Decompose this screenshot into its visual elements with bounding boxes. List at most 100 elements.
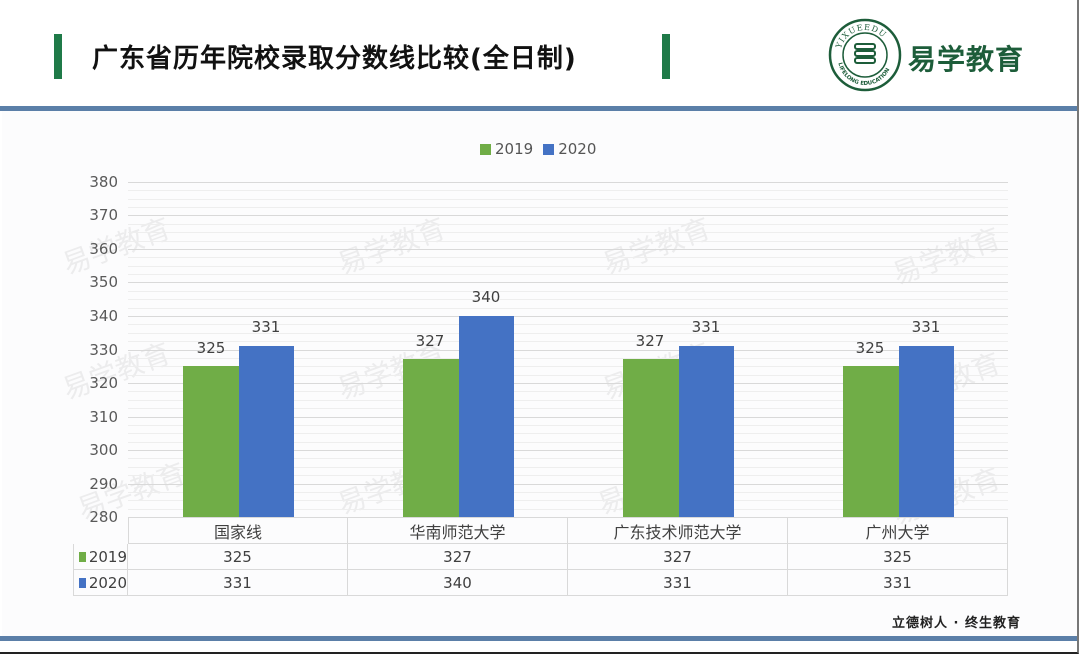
gridline-minor xyxy=(128,509,1008,510)
y-tick-label: 280 xyxy=(89,508,118,526)
gridline-minor xyxy=(128,425,1008,426)
category-label: 华南师范大学 xyxy=(348,517,568,544)
legend-swatch-2019 xyxy=(480,143,491,155)
footer-slogan: 立德树人 · 终生教育 xyxy=(892,616,1021,631)
table-cell: 327 xyxy=(568,544,788,570)
logo-wordmark: 易学教育 xyxy=(908,43,1025,76)
row-header-label: 2019 xyxy=(88,547,127,566)
row-header-label: 2020 xyxy=(88,573,127,592)
gridline-minor xyxy=(128,199,1008,200)
data-table-row-2020: 2020 331 340 331 331 xyxy=(73,570,1008,596)
gridline-minor xyxy=(128,224,1008,225)
footer-divider xyxy=(0,636,1077,641)
gridline-minor xyxy=(128,366,1008,367)
data-table-row-2019: 2019 325 327 327 325 xyxy=(73,544,1008,570)
title-accent-bar-left xyxy=(54,34,62,79)
bar-value-label: 331 xyxy=(691,318,721,336)
bar-value-label: 325 xyxy=(855,339,885,357)
gridline xyxy=(128,249,1008,250)
gridline xyxy=(128,282,1008,283)
gridline-minor xyxy=(128,358,1008,359)
y-tick-label: 310 xyxy=(89,408,118,426)
bar-value-label: 327 xyxy=(635,332,665,350)
gridline-minor xyxy=(128,375,1008,376)
gridline-minor xyxy=(128,408,1008,409)
y-tick-label: 320 xyxy=(89,374,118,392)
table-cell: 340 xyxy=(348,570,568,596)
table-cell: 331 xyxy=(788,570,1008,596)
gridline-minor xyxy=(128,433,1008,434)
gridline-minor xyxy=(128,274,1008,275)
gridline xyxy=(128,417,1008,418)
title-accent-bar-right xyxy=(662,34,670,79)
gridline-minor xyxy=(128,458,1008,459)
gridline-minor xyxy=(128,291,1008,292)
gridline xyxy=(128,182,1008,183)
gridline-minor xyxy=(128,391,1008,392)
bar-2020-华南师范大学 xyxy=(459,316,514,517)
series-key-2020 xyxy=(79,577,86,588)
gridline-minor xyxy=(128,400,1008,401)
logo-emblem-icon: YIXUEEDU LIFELONG EDUCATION xyxy=(828,18,902,92)
gridline-minor xyxy=(128,442,1008,443)
gridline-minor xyxy=(128,308,1008,309)
bar-value-label: 327 xyxy=(415,332,445,350)
table-cell: 325 xyxy=(788,544,1008,570)
gridline-minor xyxy=(128,241,1008,242)
legend-swatch-2020 xyxy=(543,143,555,155)
row-header: 2020 xyxy=(73,570,128,596)
page-title: 广东省历年院校录取分数线比较(全日制) xyxy=(92,44,577,74)
category-label: 广州大学 xyxy=(788,517,1008,544)
series-key-2019 xyxy=(79,551,86,562)
header-divider xyxy=(0,106,1077,111)
gridline-minor xyxy=(128,333,1008,334)
svg-text:YIXUEEDU: YIXUEEDU xyxy=(834,23,889,51)
gridline-minor xyxy=(128,257,1008,258)
gridline-minor xyxy=(128,324,1008,325)
bar-2020-广州大学 xyxy=(899,346,954,517)
y-tick-label: 370 xyxy=(89,206,118,224)
bar-2019-国家线 xyxy=(183,366,239,517)
category-label: 广东技术师范大学 xyxy=(568,517,788,544)
gridline xyxy=(128,484,1008,485)
table-cell: 327 xyxy=(348,544,568,570)
gridline xyxy=(128,215,1008,216)
bar-2019-广东技术师范大学 xyxy=(623,359,679,517)
table-cell: 331 xyxy=(568,570,788,596)
y-tick-label: 350 xyxy=(89,273,118,291)
gridline xyxy=(128,450,1008,451)
gridline xyxy=(128,383,1008,384)
bar-2019-广州大学 xyxy=(843,366,899,517)
gridline xyxy=(128,316,1008,317)
bar-2020-广东技术师范大学 xyxy=(679,346,734,517)
chart-legend: 2019 2020 xyxy=(480,140,600,158)
y-tick-label: 330 xyxy=(89,341,118,359)
gridline-minor xyxy=(128,475,1008,476)
bar-value-label: 331 xyxy=(251,318,281,336)
gridline-minor xyxy=(128,266,1008,267)
bar-value-label: 325 xyxy=(196,339,226,357)
legend-label: 2019 xyxy=(495,140,534,158)
y-tick-label: 380 xyxy=(89,173,118,191)
bar-2020-国家线 xyxy=(239,346,294,517)
bar-2019-华南师范大学 xyxy=(403,359,459,517)
header: 广东省历年院校录取分数线比较(全日制) YIXUEEDU LIFELONG ED… xyxy=(0,0,1077,106)
y-tick-label: 340 xyxy=(89,307,118,325)
gridline-minor xyxy=(128,299,1008,300)
legend-item-2019: 2019 xyxy=(480,140,533,158)
y-tick-label: 300 xyxy=(89,441,118,459)
data-table-header-row: 国家线 华南师范大学 广东技术师范大学 广州大学 xyxy=(73,517,1008,544)
row-header: 2019 xyxy=(73,544,128,570)
gridline-minor xyxy=(128,341,1008,342)
y-tick-label: 290 xyxy=(89,475,118,493)
gridline-minor xyxy=(128,190,1008,191)
gridline-minor xyxy=(128,207,1008,208)
gridline-minor xyxy=(128,232,1008,233)
category-label: 国家线 xyxy=(128,517,348,544)
table-cell: 325 xyxy=(128,544,348,570)
gridline xyxy=(128,350,1008,351)
gridline-minor xyxy=(128,500,1008,501)
bar-value-label: 340 xyxy=(471,288,501,306)
legend-item-2020: 2020 xyxy=(543,140,596,158)
